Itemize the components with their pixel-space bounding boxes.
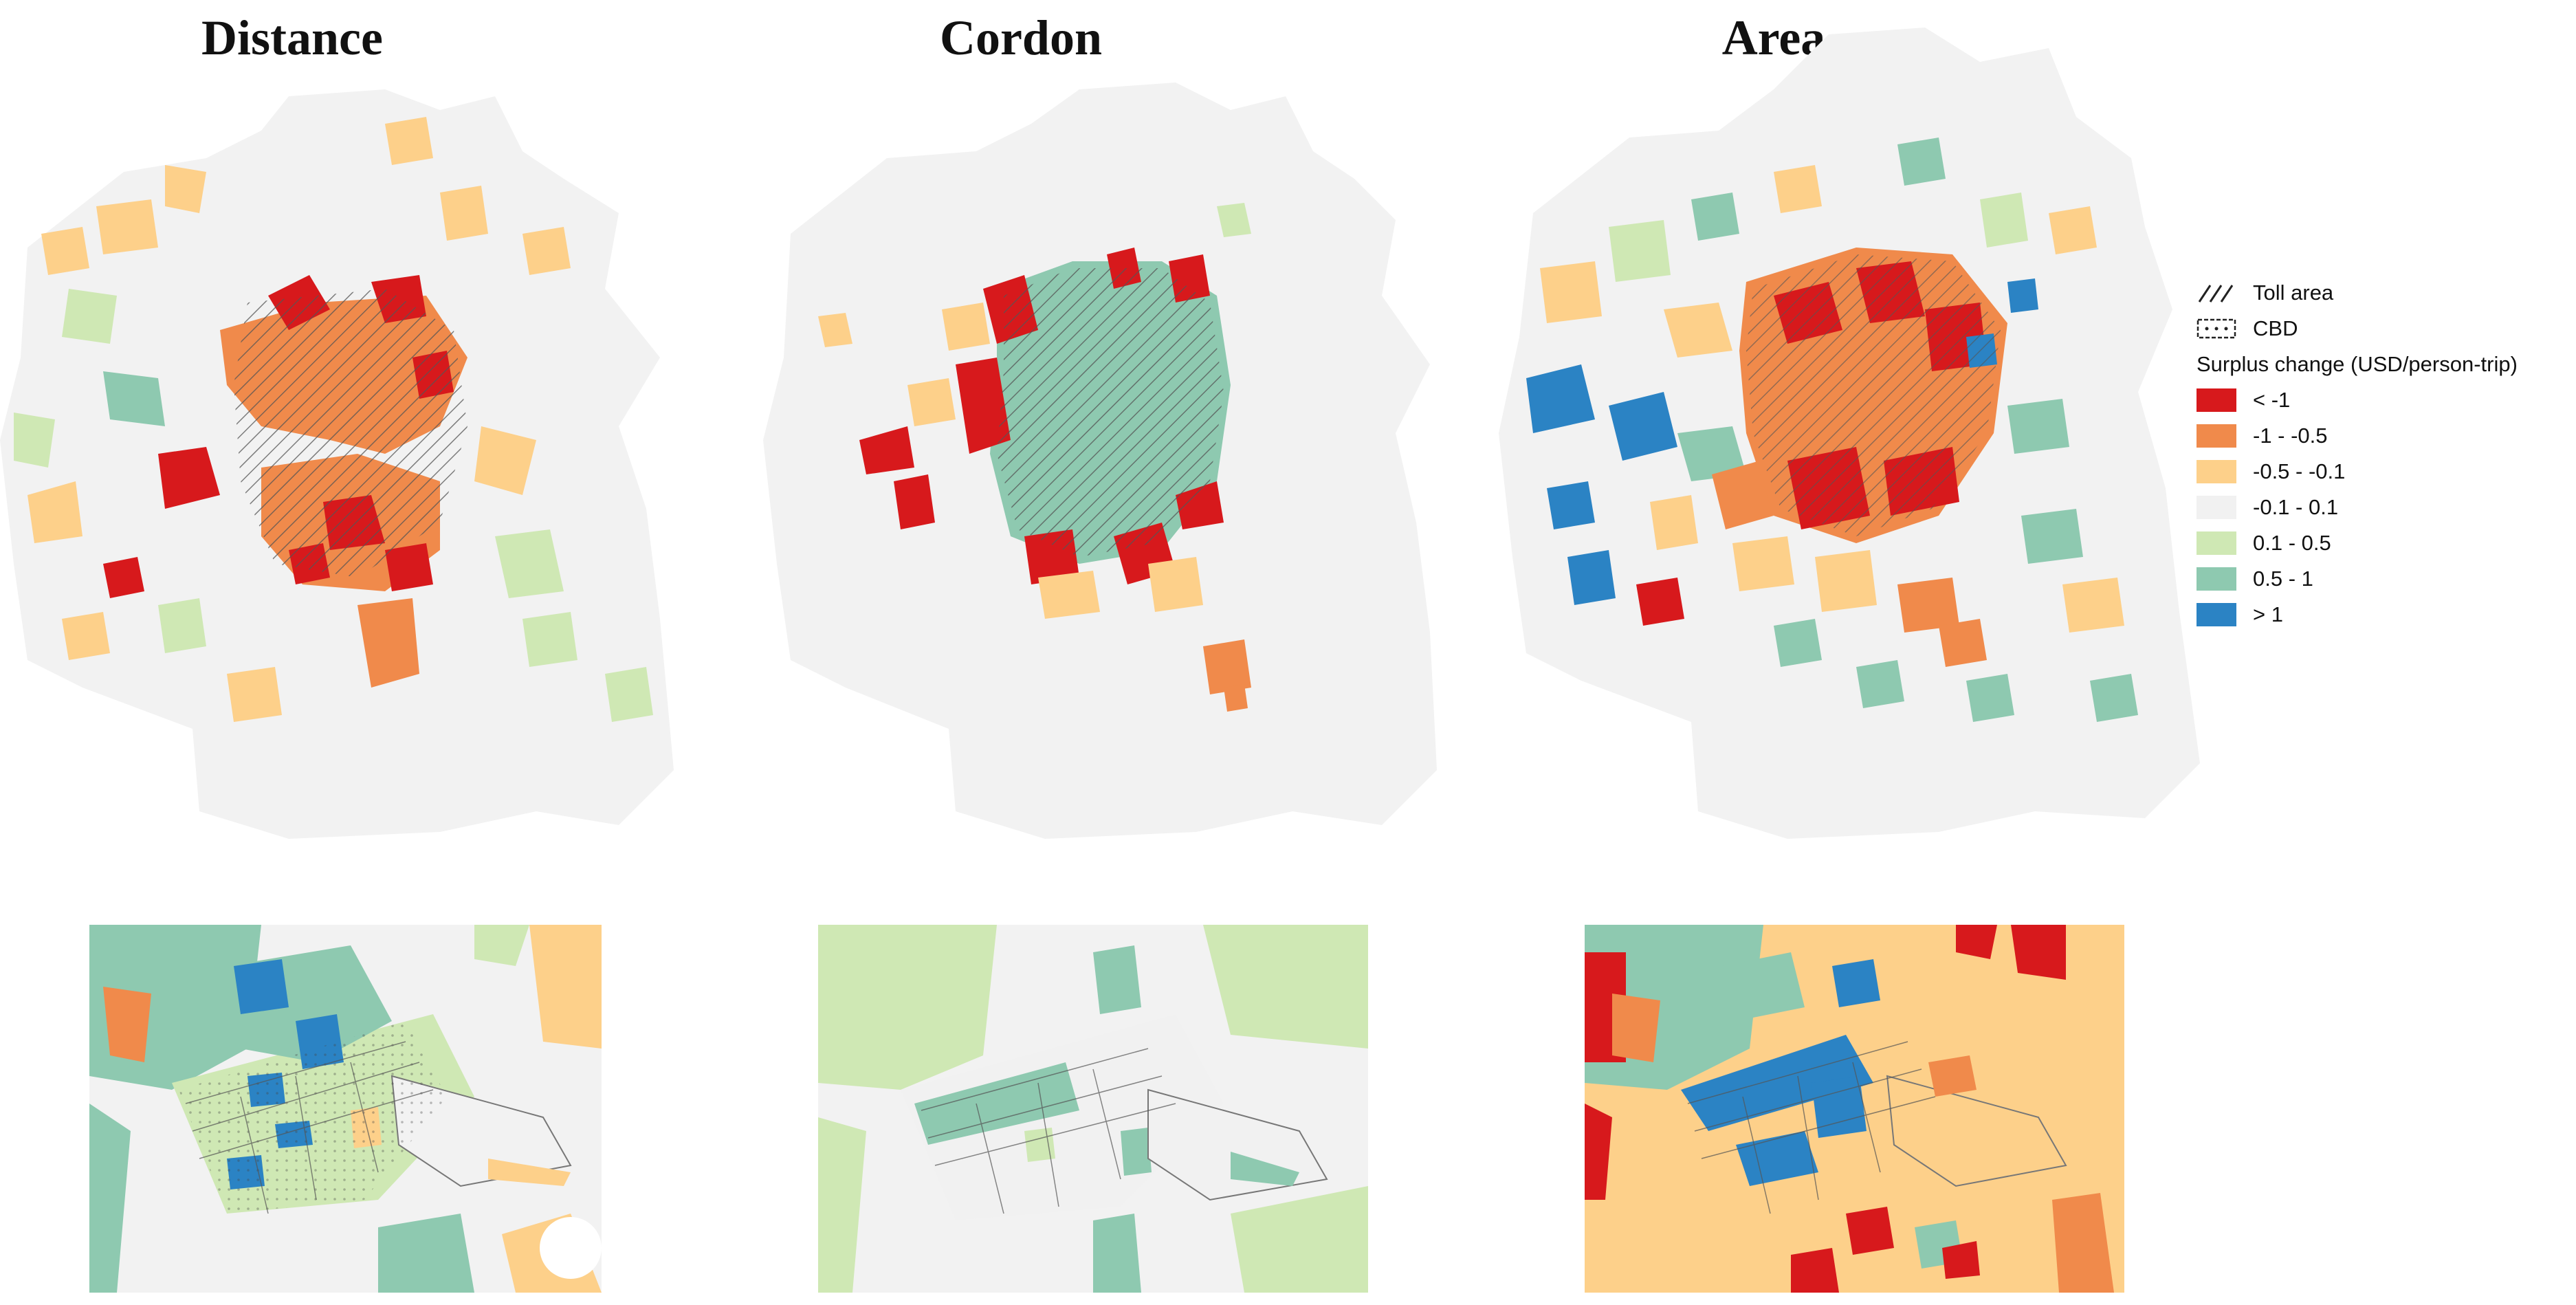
legend-item-cbd: CBD bbox=[2197, 311, 2571, 347]
legend-item-class: -0.1 - 0.1 bbox=[2197, 490, 2571, 525]
hatch-swatch-icon bbox=[2198, 285, 2234, 303]
map-cordon bbox=[763, 83, 1437, 839]
inset-cordon bbox=[818, 925, 1368, 1293]
legend-swatch bbox=[2197, 460, 2236, 483]
legend-class-label: -0.5 - -0.1 bbox=[2253, 459, 2346, 483]
legend-label-cbd: CBD bbox=[2253, 316, 2298, 340]
legend-swatch bbox=[2197, 567, 2236, 591]
legend-item-class: -0.5 - -0.1 bbox=[2197, 454, 2571, 490]
panel-title-cordon: Cordon bbox=[939, 10, 1103, 65]
legend-item-class: 0.5 - 1 bbox=[2197, 561, 2571, 597]
dotted-box-swatch-icon bbox=[2197, 318, 2236, 339]
panel-title-distance: Distance bbox=[201, 10, 383, 65]
map-distance bbox=[0, 89, 674, 839]
legend-item-class: > 1 bbox=[2197, 597, 2571, 633]
legend: Toll area CBD Surplus change (USD/person… bbox=[2197, 275, 2571, 633]
legend-classes: < -1 -1 - -0.5 -0.5 - -0.1 -0.1 - 0.1 0.1 - … bbox=[2197, 382, 2571, 633]
legend-item-toll-area: Toll area bbox=[2197, 275, 2571, 311]
map-area bbox=[1499, 28, 2200, 839]
legend-class-label: -1 - -0.5 bbox=[2253, 424, 2328, 448]
legend-swatch bbox=[2197, 388, 2236, 412]
legend-item-class: -1 - -0.5 bbox=[2197, 418, 2571, 454]
legend-class-label: < -1 bbox=[2253, 388, 2291, 412]
inset-distance bbox=[89, 925, 602, 1293]
inset-area bbox=[1585, 925, 2124, 1293]
toll-area-hatch bbox=[234, 289, 467, 578]
legend-class-label: 0.1 - 0.5 bbox=[2253, 531, 2331, 555]
toll-area-hatch bbox=[1746, 254, 2001, 536]
legend-item-class: 0.1 - 0.5 bbox=[2197, 525, 2571, 561]
toll-area-hatch bbox=[997, 268, 1224, 557]
legend-title: Surplus change (USD/person-trip) bbox=[2197, 352, 2518, 376]
legend-item-class: < -1 bbox=[2197, 382, 2571, 418]
legend-class-label: 0.5 - 1 bbox=[2253, 567, 2313, 591]
legend-swatch bbox=[2197, 531, 2236, 555]
legend-class-label: > 1 bbox=[2253, 602, 2283, 626]
legend-label-toll-area: Toll area bbox=[2253, 281, 2334, 305]
legend-swatch bbox=[2197, 496, 2236, 519]
legend-swatch bbox=[2197, 424, 2236, 448]
legend-swatch bbox=[2197, 603, 2236, 626]
legend-class-label: -0.1 - 0.1 bbox=[2253, 495, 2339, 519]
